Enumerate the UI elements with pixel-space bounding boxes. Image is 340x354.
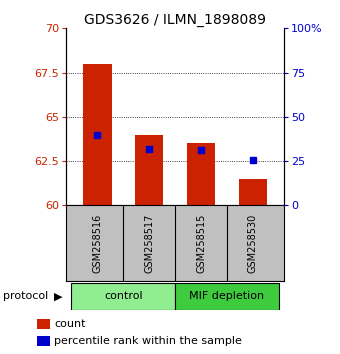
- Bar: [239, 179, 267, 205]
- Text: GSM258516: GSM258516: [92, 214, 102, 273]
- Bar: [187, 143, 215, 205]
- Bar: [175, 283, 279, 310]
- Text: GSM258517: GSM258517: [144, 214, 154, 273]
- Text: MIF depletion: MIF depletion: [189, 291, 265, 302]
- Text: GSM258530: GSM258530: [248, 214, 258, 273]
- Text: GSM258515: GSM258515: [196, 214, 206, 273]
- Bar: [83, 64, 112, 205]
- Bar: [37, 336, 50, 346]
- Text: protocol: protocol: [3, 291, 49, 302]
- Bar: [71, 283, 175, 310]
- Text: percentile rank within the sample: percentile rank within the sample: [54, 336, 242, 346]
- Text: control: control: [104, 291, 142, 302]
- Text: ▶: ▶: [54, 291, 63, 302]
- Bar: [135, 135, 164, 205]
- Text: count: count: [54, 319, 86, 329]
- Title: GDS3626 / ILMN_1898089: GDS3626 / ILMN_1898089: [84, 13, 266, 27]
- Bar: [37, 319, 50, 329]
